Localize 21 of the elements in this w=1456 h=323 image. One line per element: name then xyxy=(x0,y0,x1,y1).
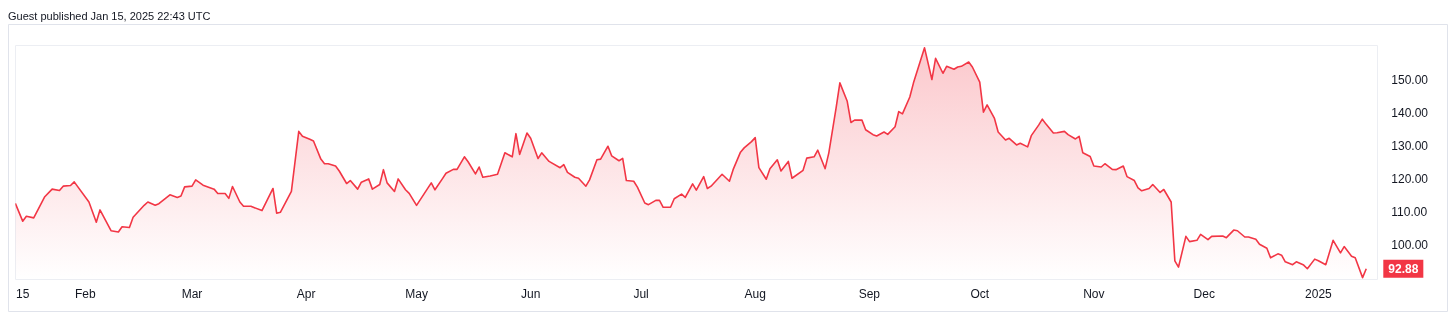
x-tick-label: May xyxy=(405,287,428,302)
y-tick-label: 110.00 xyxy=(1391,204,1428,219)
x-tick-label: Dec xyxy=(1193,287,1215,302)
x-tick-label: Mar xyxy=(181,287,203,302)
y-tick-label: 130.00 xyxy=(1391,138,1429,153)
chart-title: Guest published Jan 15, 2025 22:43 UTC xyxy=(8,9,212,24)
x-tick-label: Aug xyxy=(744,287,766,302)
x-tick-label: 15 xyxy=(16,287,30,302)
x-tick-label: Oct xyxy=(970,287,990,302)
x-tick-label: Feb xyxy=(74,287,96,302)
y-tick-label: 100.00 xyxy=(1391,237,1429,252)
x-tick-label: Jun xyxy=(520,287,541,302)
x-tick-label: Apr xyxy=(296,287,316,302)
x-tick-label: Sep xyxy=(858,287,881,302)
text: 92.88 xyxy=(1388,262,1419,277)
x-tick-label: Nov xyxy=(1083,287,1105,302)
x-tick-label: 2025 xyxy=(1305,287,1333,302)
y-tick-label: 150.00 xyxy=(1391,72,1429,87)
y-tick-label: 140.00 xyxy=(1391,105,1429,120)
y-tick-label: 120.00 xyxy=(1391,171,1429,186)
x-tick-label: Jul xyxy=(633,287,649,302)
